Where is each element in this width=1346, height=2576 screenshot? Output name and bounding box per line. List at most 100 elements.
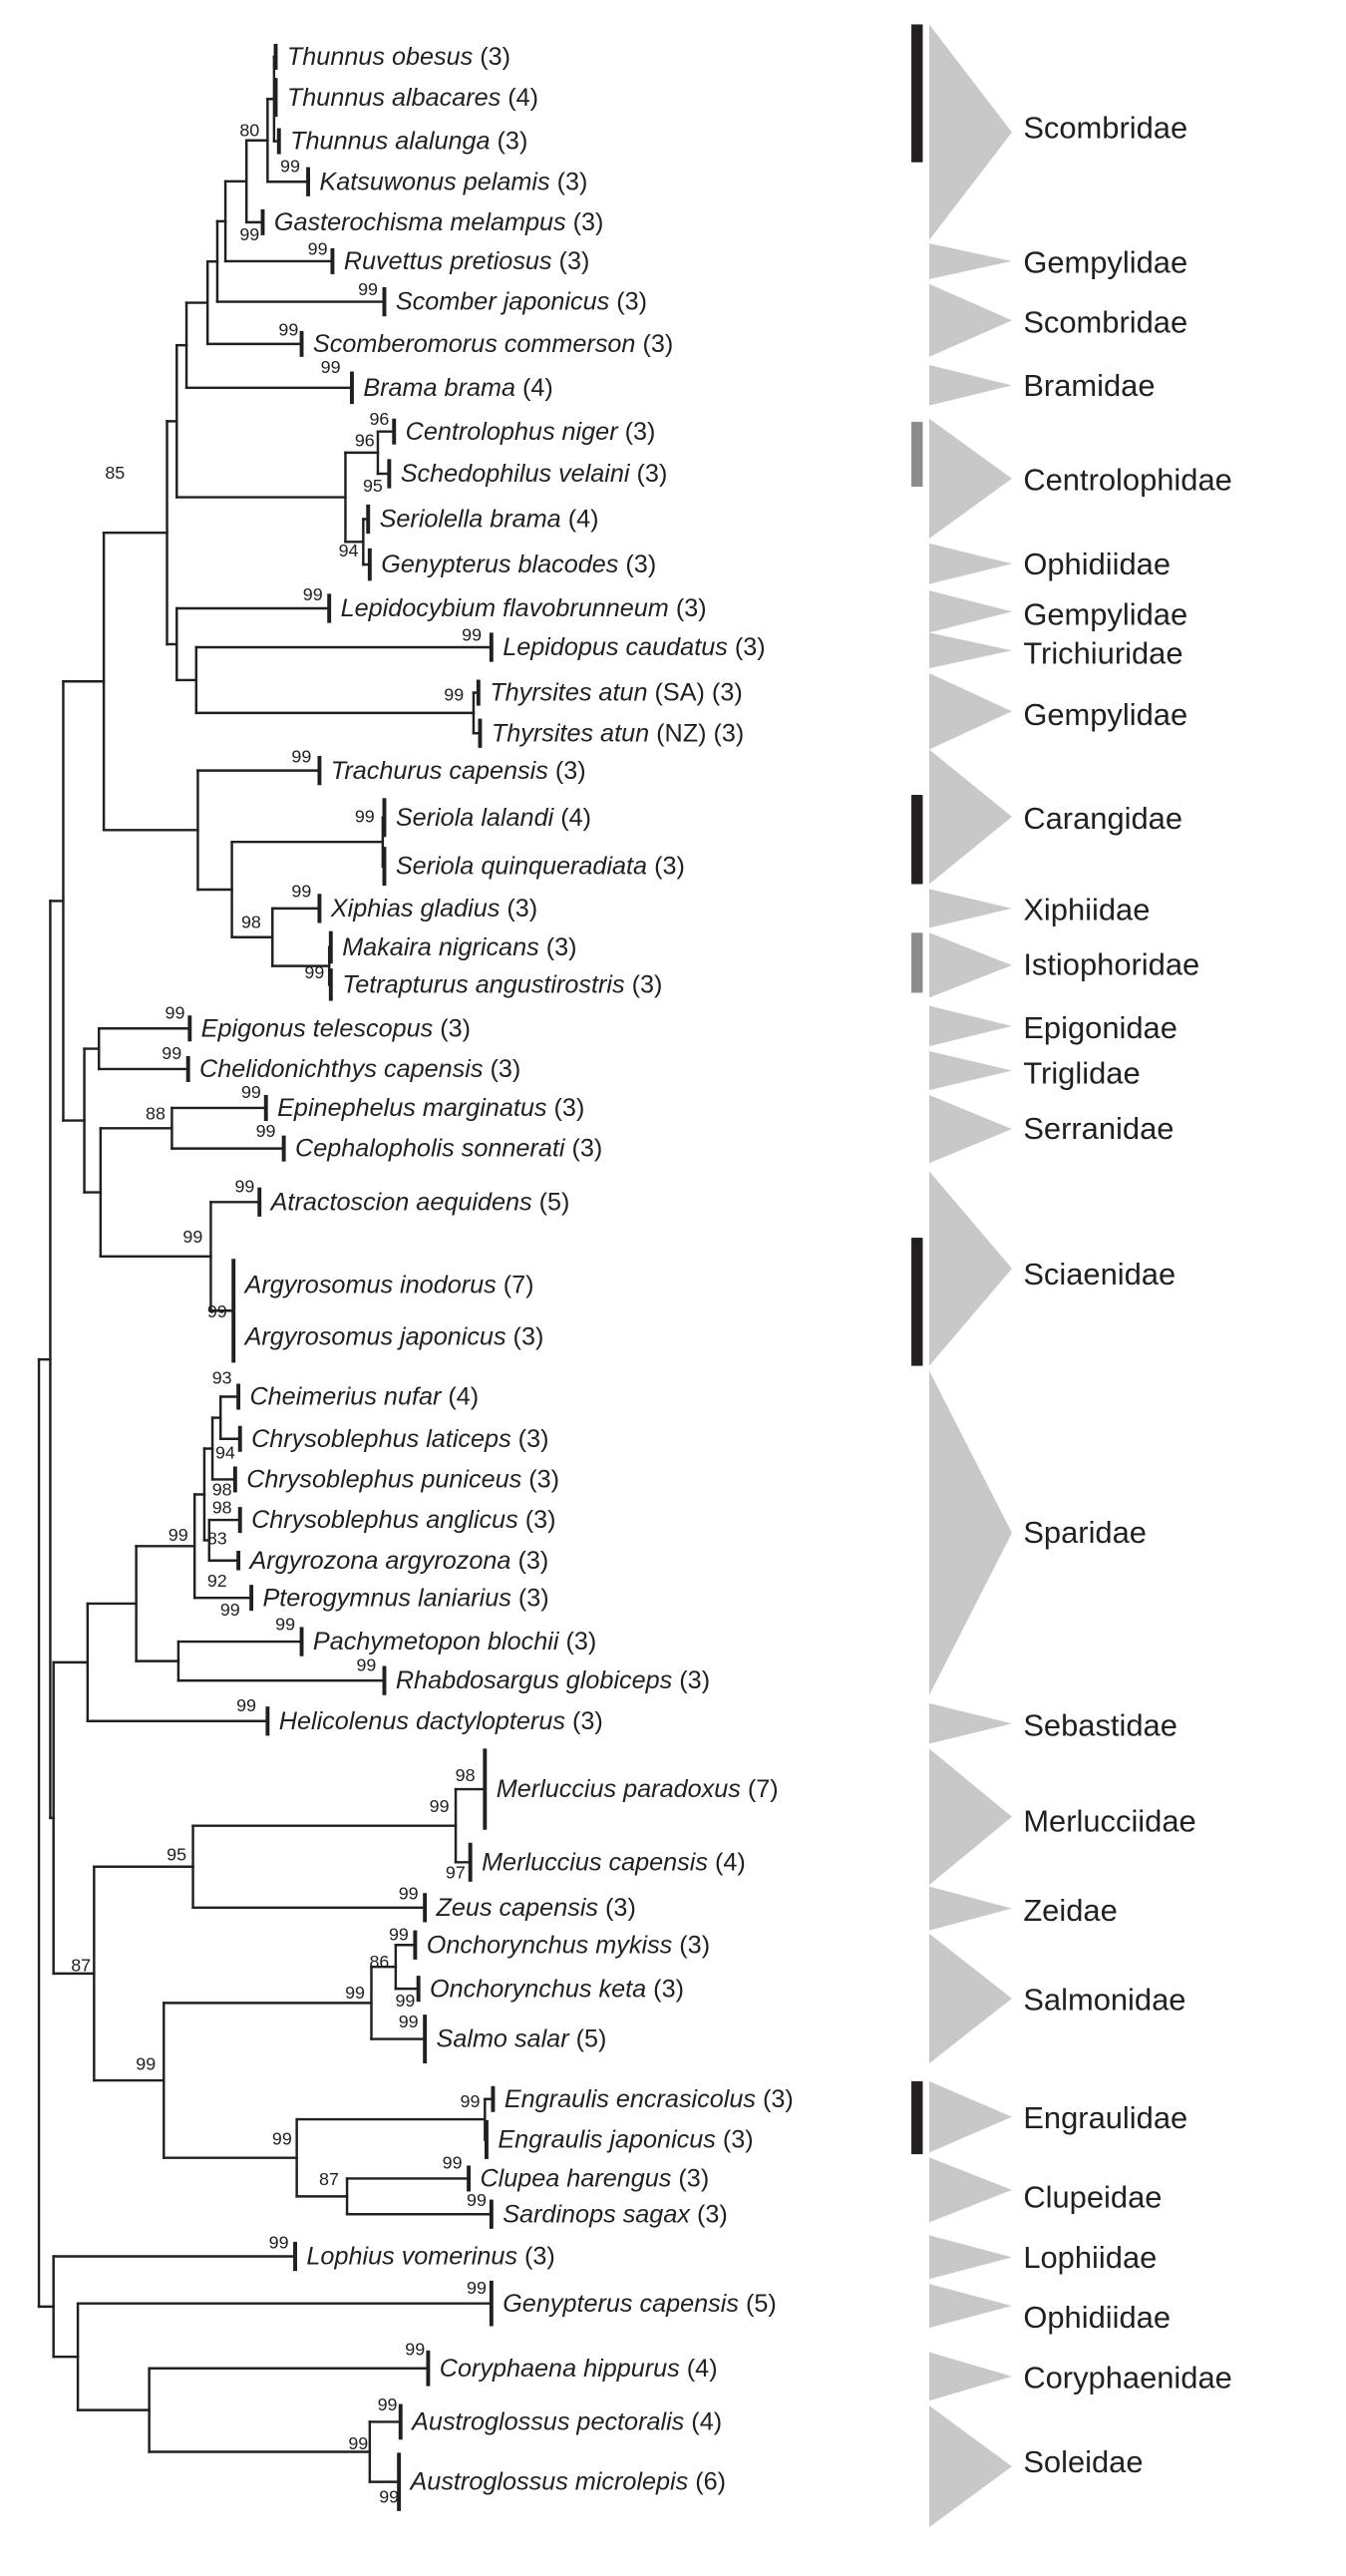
species-name: Epinephelus marginatus: [277, 1094, 547, 1122]
taxon-label: Merluccius paradoxus (7): [497, 1775, 779, 1803]
sample-count: (3): [506, 1322, 544, 1350]
bootstrap-value: 99: [378, 2394, 398, 2414]
taxon-label: Coryphaena hippurus (4): [440, 2355, 718, 2383]
taxon-label: Onchorynchus keta (3): [430, 1975, 684, 2003]
species-name: Lophius vomerinus: [306, 2243, 517, 2271]
sample-count: (3): [510, 1547, 548, 1575]
bootstrap-value: 98: [212, 1498, 232, 1518]
taxon-label: Lepidocybium flavobrunneum (3): [341, 594, 707, 622]
species-name: Lepidopus caudatus: [503, 633, 728, 661]
family-label: Lophiidae: [1023, 2240, 1157, 2275]
sample-count: (3): [646, 1975, 684, 2003]
bootstrap-value: 99: [236, 1695, 256, 1715]
taxon-label: Lepidopus caudatus (3): [503, 633, 765, 661]
sample-count: (7): [741, 1775, 779, 1803]
species-name: Merluccius paradoxus: [497, 1775, 742, 1803]
species-name: Makaira nigricans: [342, 933, 539, 961]
sample-count: (3): [625, 970, 663, 998]
taxon-label: Salmo salar (5): [437, 2025, 607, 2053]
clade-triangle: [928, 24, 1012, 240]
species-name: Pterogymnus laniarius: [262, 1584, 511, 1612]
bootstrap-value: 99: [207, 1301, 227, 1321]
sample-count: (3): [518, 1506, 556, 1534]
species-name: Austroglossus microlepis: [409, 2468, 689, 2496]
family-label: Soleidae: [1023, 2444, 1143, 2479]
sample-count: (3): [707, 719, 745, 747]
sample-count: (4): [561, 506, 599, 534]
bootstrap-value: 98: [241, 912, 261, 931]
species-name: Austroglossus pectoralis: [410, 2408, 685, 2436]
bootstrap-value: 99: [348, 2433, 368, 2453]
taxon-label: Genypterus blacodes (3): [381, 551, 656, 578]
bootstrap-value: 99: [220, 1600, 240, 1620]
bootstrap-value: 99: [291, 747, 311, 767]
species-name: Helicolenus dactylopterus: [279, 1707, 566, 1735]
species-name: Rhabdosargus globiceps: [396, 1666, 673, 1694]
taxon-label: Argyrozona argyrozona (3): [247, 1547, 548, 1575]
species-name: Clupea harengus: [480, 2165, 671, 2193]
population-qualifier: (NZ): [649, 719, 706, 747]
clade-triangle: [928, 932, 1012, 998]
taxon-label: Clupea harengus (3): [480, 2165, 709, 2193]
family-label: Clupeidae: [1023, 2180, 1162, 2215]
sample-count: (3): [671, 2165, 709, 2193]
species-name: Argyrozona argyrozona: [247, 1547, 510, 1575]
species-name: Zeus capensis: [436, 1894, 599, 1922]
sample-count: (3): [564, 1135, 602, 1163]
taxon-label: Rhabdosargus globiceps (3): [396, 1666, 710, 1694]
taxon-label: Trachurus capensis (3): [331, 757, 586, 785]
family-marker-bar: [911, 1238, 923, 1366]
sample-count: (3): [672, 1666, 710, 1694]
clade-triangle: [928, 1370, 1012, 1695]
sample-count: (3): [550, 168, 588, 195]
bootstrap-value: 99: [462, 625, 482, 645]
taxon-label: Seriolella brama (4): [380, 506, 599, 534]
sample-count: (7): [497, 1271, 534, 1298]
taxon-label: Austroglossus microlepis (6): [409, 2468, 727, 2496]
species-name: Chrysoblephus laticeps: [251, 1425, 511, 1453]
bootstrap-value: 92: [207, 1571, 227, 1591]
species-name: Genypterus capensis: [503, 2290, 739, 2318]
species-name: Scomber japonicus: [396, 288, 610, 316]
sample-count: (6): [688, 2468, 726, 2496]
bootstrap-value: 94: [215, 1442, 235, 1462]
family-marker-bar: [911, 932, 923, 993]
sample-count: (3): [548, 757, 586, 785]
sample-count: (3): [618, 418, 656, 446]
taxon-label: Schedophilus velaini (3): [401, 460, 668, 488]
bootstrap-value: 99: [308, 238, 328, 258]
bootstrap-value: 99: [304, 962, 324, 982]
bootstrap-value: 99: [272, 2128, 292, 2148]
family-label: Ophidiidae: [1023, 2300, 1171, 2335]
taxon-label: Merluccius capensis (4): [482, 1848, 746, 1876]
family-label: Ophidiidae: [1023, 547, 1171, 581]
sample-count: (4): [553, 804, 591, 832]
taxon-label: Engraulis japonicus (3): [498, 2126, 753, 2154]
taxon-label: Seriola lalandi (4): [396, 804, 591, 832]
bootstrap-value: 99: [280, 156, 300, 176]
bootstrap-value: 99: [291, 882, 311, 902]
family-label: Carangidae: [1023, 801, 1182, 836]
sample-count: (3): [635, 330, 673, 358]
taxon-label: Thyrsites atun (SA) (3): [490, 679, 743, 707]
species-name: Schedophilus velaini: [401, 460, 631, 488]
species-name: Cephalopholis sonnerati: [295, 1135, 566, 1163]
bootstrap-value: 99: [166, 1003, 185, 1023]
bootstrap-value: 99: [430, 1796, 450, 1816]
sample-count: (3): [630, 460, 668, 488]
family-label: Sciaenidae: [1023, 1257, 1176, 1291]
species-name: Salmo salar: [437, 2025, 571, 2053]
family-label: Xiphiidae: [1023, 892, 1150, 926]
family-label: Gempylidae: [1023, 596, 1187, 631]
bootstrap-value: 99: [182, 1227, 202, 1247]
bootstrap-value: 95: [167, 1845, 186, 1865]
bootstrap-value: 99: [321, 357, 341, 377]
family-marker-bar: [911, 795, 923, 885]
sample-count: (3): [609, 288, 647, 316]
taxon-label: Chelidonichthys capensis (3): [199, 1055, 520, 1083]
sample-count: (3): [565, 1707, 603, 1735]
clade-triangle: [928, 1005, 1012, 1047]
bootstrap-value: 98: [212, 1480, 232, 1500]
bootstrap-value: 87: [71, 1955, 91, 1975]
bootstrap-value: 94: [339, 541, 359, 560]
